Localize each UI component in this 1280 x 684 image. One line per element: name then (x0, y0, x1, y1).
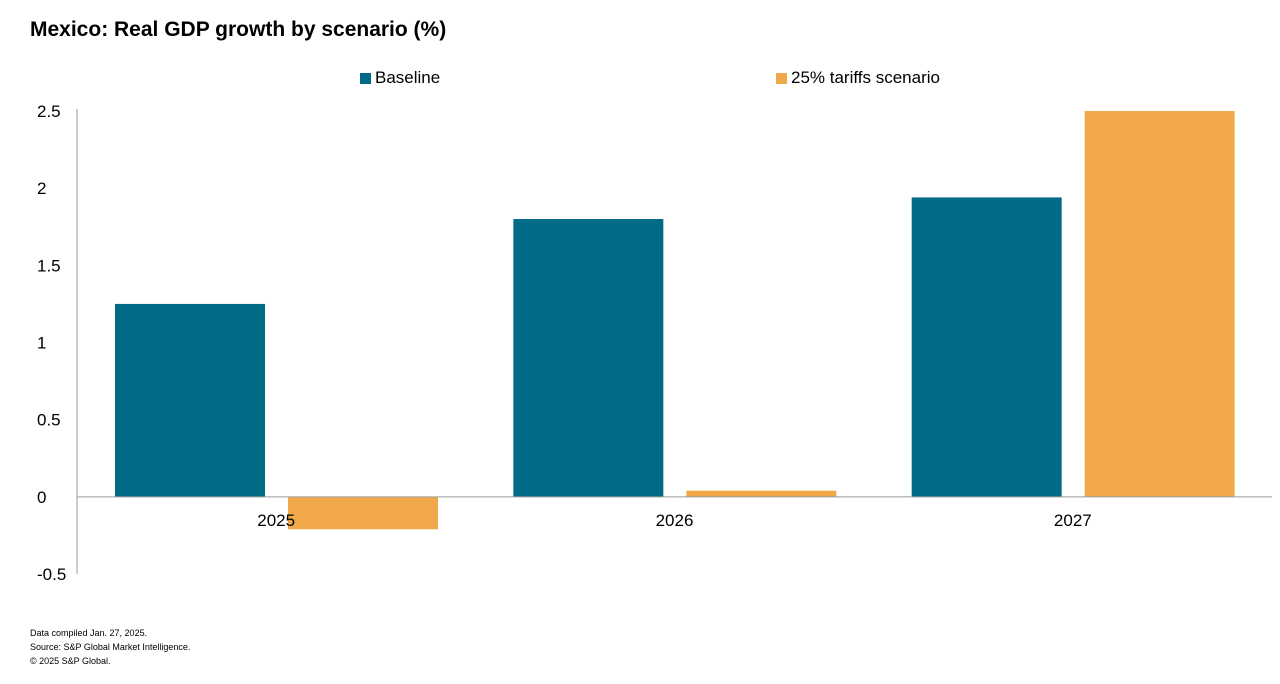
legend-swatch-tariffs (776, 72, 787, 84)
bar-baseline-2025 (115, 303, 265, 497)
legend-label-tariffs: 25% tariffs scenario (791, 68, 940, 87)
legend-swatch-baseline (360, 72, 371, 84)
legend-item-tariffs: 25% tariffs scenario (776, 68, 940, 88)
x-tick-label: 2025 (257, 511, 295, 530)
footnote-date: Data compiled Jan. 27, 2025. (30, 628, 148, 638)
y-tick-label: 1 (37, 334, 46, 353)
x-tick-label: 2026 (656, 511, 694, 530)
y-tick-label: 0 (37, 488, 46, 507)
legend-label-baseline: Baseline (375, 68, 441, 87)
bar-baseline-2026 (513, 219, 664, 497)
y-tick-label: -0.5 (37, 565, 66, 584)
y-tick-label: 2 (37, 179, 46, 198)
y-tick-label: 1.5 (37, 256, 61, 275)
y-tick-label: 2.5 (37, 102, 61, 121)
x-tick-label: 2027 (1054, 511, 1092, 530)
bar-tariffs-2025 (288, 496, 438, 530)
bar-tariffs-2026 (686, 490, 837, 497)
y-tick-label: 0.5 (37, 411, 61, 430)
footnote-source: Source: S&P Global Market Intelligence. (30, 642, 191, 652)
footnote-copyright: © 2025 S&P Global. (30, 656, 111, 666)
legend-item-baseline: Baseline (360, 68, 440, 88)
bar-tariffs-2027 (1084, 111, 1235, 497)
bar-baseline-2027 (911, 197, 1062, 497)
chart-title: Mexico: Real GDP growth by scenario (%) (30, 18, 447, 41)
